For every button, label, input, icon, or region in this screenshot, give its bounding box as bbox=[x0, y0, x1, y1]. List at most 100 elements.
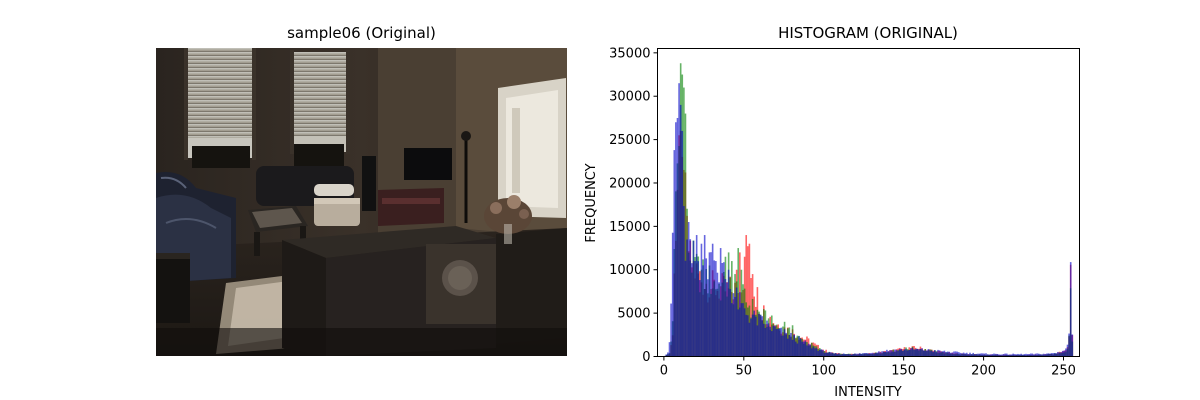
histogram-bar bbox=[740, 303, 743, 357]
histogram-bar bbox=[1047, 353, 1050, 357]
histogram-bar bbox=[1049, 353, 1051, 357]
histogram-bar bbox=[702, 265, 704, 357]
histogram-bar bbox=[687, 222, 690, 357]
y-tick-label: 30000 bbox=[609, 90, 650, 105]
histogram-bar bbox=[1007, 354, 1010, 357]
histogram-bar bbox=[914, 348, 917, 357]
histogram-bar bbox=[670, 303, 672, 357]
histogram-bar bbox=[898, 349, 901, 357]
histogram-bar bbox=[887, 351, 890, 357]
histogram-bar bbox=[970, 354, 973, 357]
histogram-bar bbox=[684, 260, 687, 357]
histogram-bar bbox=[679, 104, 682, 357]
histogram-bar bbox=[692, 240, 695, 357]
histogram-bar bbox=[1068, 333, 1070, 357]
histogram-bar bbox=[755, 316, 757, 357]
histogram-bar bbox=[790, 332, 792, 357]
histogram-bar bbox=[858, 353, 861, 357]
histogram-bar bbox=[857, 353, 859, 357]
histogram-bar bbox=[802, 341, 805, 357]
histogram-bar bbox=[905, 349, 907, 357]
histogram-bar bbox=[1053, 353, 1056, 357]
histogram-bar bbox=[1055, 353, 1058, 357]
histogram-bar bbox=[1020, 353, 1022, 357]
histogram-bar bbox=[1017, 353, 1019, 357]
histogram-bar bbox=[786, 338, 789, 357]
x-tick-label: 250 bbox=[1051, 364, 1076, 379]
histogram-bar bbox=[774, 325, 776, 357]
histogram-bar bbox=[715, 261, 717, 357]
histogram-bar bbox=[1039, 354, 1042, 357]
histogram-bar bbox=[855, 353, 858, 357]
histogram-bar bbox=[881, 351, 883, 357]
histogram-bar bbox=[978, 353, 981, 357]
histogram-bar bbox=[938, 350, 941, 357]
histogram-bar bbox=[796, 343, 799, 357]
histogram-bar bbox=[719, 248, 722, 357]
histogram-bar bbox=[934, 350, 936, 357]
histogram-bar bbox=[823, 352, 826, 357]
histogram-bar bbox=[737, 248, 740, 357]
x-axis-label: INTENSITY bbox=[834, 385, 901, 400]
histogram-bar bbox=[1041, 354, 1043, 357]
histogram-bar bbox=[1013, 354, 1016, 357]
histogram-bar bbox=[902, 350, 904, 357]
histogram-bar bbox=[943, 350, 946, 357]
histogram-bar bbox=[697, 261, 700, 357]
histogram-bar bbox=[737, 309, 740, 357]
histogram-bar bbox=[756, 325, 759, 357]
histogram-bar bbox=[903, 349, 906, 357]
histogram-bar bbox=[1069, 262, 1072, 357]
histogram-bar bbox=[849, 354, 851, 357]
histogram-bar bbox=[751, 314, 754, 357]
histogram-bar bbox=[817, 351, 819, 357]
histogram-bar bbox=[1052, 353, 1054, 357]
histogram-bar bbox=[814, 348, 816, 357]
histogram-bar bbox=[897, 350, 899, 357]
histogram-bar bbox=[854, 353, 856, 357]
histogram-bar bbox=[769, 326, 771, 357]
histogram-bar bbox=[847, 353, 850, 357]
histogram-bar bbox=[1063, 350, 1066, 357]
histogram-bar bbox=[812, 346, 815, 357]
x-tick-label: 50 bbox=[736, 364, 753, 379]
histogram-bar bbox=[801, 341, 803, 357]
histogram-bar bbox=[759, 314, 762, 357]
histogram-bar bbox=[793, 334, 795, 357]
histogram-bar bbox=[895, 349, 898, 357]
plot-frame bbox=[657, 48, 1080, 357]
histogram-bar bbox=[761, 316, 763, 357]
histogram-bar bbox=[916, 348, 919, 357]
histogram-bar bbox=[815, 348, 818, 357]
histogram-bar bbox=[956, 351, 959, 357]
histogram-bar bbox=[1061, 350, 1064, 357]
histogram-bar bbox=[723, 262, 725, 357]
histogram-bar bbox=[804, 340, 807, 357]
histogram-bar bbox=[1029, 353, 1032, 357]
histogram-bar bbox=[862, 353, 864, 357]
histogram-bar bbox=[675, 122, 677, 357]
histogram-bar bbox=[1057, 351, 1059, 357]
histogram-bar bbox=[935, 351, 938, 357]
histogram-bar bbox=[932, 351, 935, 357]
histogram-bar bbox=[671, 232, 674, 357]
histogram-bar bbox=[962, 352, 965, 357]
histogram-bar bbox=[770, 331, 773, 357]
histogram-bar bbox=[711, 243, 714, 357]
histogram-bar bbox=[1005, 353, 1008, 357]
histogram-bar bbox=[727, 269, 730, 357]
histogram-bar bbox=[878, 351, 880, 357]
histogram-bar bbox=[710, 252, 712, 357]
histogram-bar bbox=[788, 335, 791, 357]
histogram-bar bbox=[991, 354, 994, 357]
histogram-bar bbox=[996, 353, 998, 357]
histogram-bar bbox=[739, 292, 741, 357]
histogram-bar bbox=[678, 83, 680, 357]
histogram-bar bbox=[951, 352, 954, 357]
histogram-bar bbox=[950, 352, 952, 357]
histogram-bar bbox=[780, 327, 783, 357]
histogram-bar bbox=[778, 328, 781, 357]
histogram-bar bbox=[959, 352, 962, 357]
histogram-bar bbox=[1031, 353, 1034, 357]
histogram-bar bbox=[892, 351, 895, 357]
